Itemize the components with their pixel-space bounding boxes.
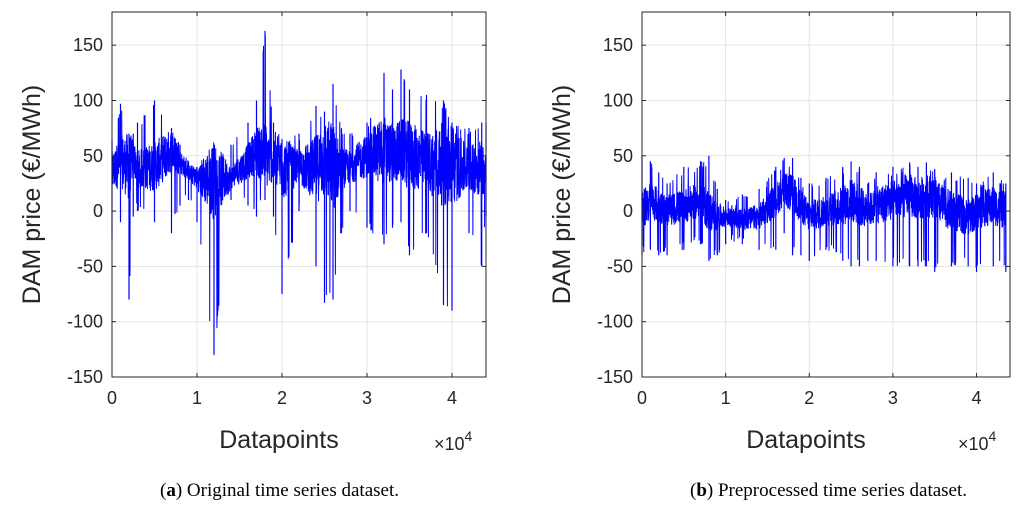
y-tick-label: 50 [83,146,103,166]
x-tick-label: 1 [192,388,202,408]
y-tick-label: 100 [603,90,633,110]
figure-caption: (b) Preprocessed time series dataset. [690,480,967,501]
y-axis-label: DAM price (€/MWh) [18,85,46,304]
y-tick-label: -50 [77,256,103,276]
x-tick-label: 0 [107,388,117,408]
y-tick-label: 150 [603,35,633,55]
y-tick-label: -100 [597,312,633,332]
axes-box [111,11,487,378]
axes-box [641,11,1011,378]
x-axis-label: Datapoints [219,426,339,454]
x-exponent-label: ×104 [434,428,473,454]
x-tick-label: 3 [888,388,898,408]
x-tick-label: 3 [362,388,372,408]
y-tick-label: 150 [73,35,103,55]
y-tick-label: 0 [93,201,103,221]
x-tick-label: 2 [277,388,287,408]
x-axis-label: Datapoints [746,426,866,454]
y-tick-label: 100 [73,90,103,110]
y-tick-label: 0 [623,201,633,221]
y-tick-label: -150 [597,367,633,387]
y-tick-label: 50 [613,146,633,166]
x-exponent-label: ×104 [958,428,997,454]
y-tick-label: -100 [67,312,103,332]
price-series-line [641,160,1007,269]
x-tick-label: 0 [637,388,647,408]
x-tick-label: 4 [447,388,457,408]
x-tick-label: 2 [804,388,814,408]
y-axis-label: DAM price (€/MWh) [548,85,576,304]
x-tick-label: 1 [721,388,731,408]
y-tick-label: -150 [67,367,103,387]
chart-panel-1: 0 1 2 3 4 -150 -100 -50 0 50 100 150 Datapoints DAM p… [18,11,487,501]
figure-caption: (a) Original time series dataset. [160,480,399,501]
chart-panel-2: 0 1 2 3 4 -150 -100 -50 0 50 100 150 Datapoints DAM p… [548,11,1011,501]
y-tick-label: -50 [607,256,633,276]
x-tick-label: 4 [972,388,982,408]
